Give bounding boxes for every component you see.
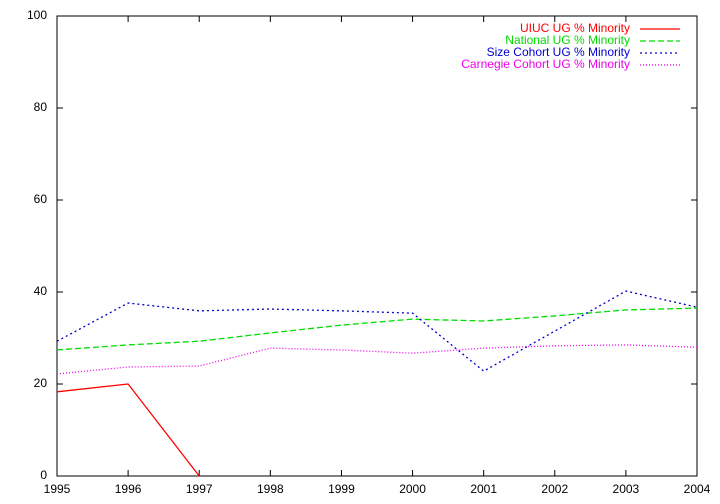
- y-tick-label: 60: [34, 192, 48, 206]
- x-tick-label: 2000: [399, 482, 426, 496]
- x-tick-label: 2001: [470, 482, 497, 496]
- legend-label: Carnegie Cohort UG % Minority: [461, 57, 630, 71]
- series-line: [56, 290, 698, 372]
- series-line: [56, 344, 698, 375]
- x-tick-label: 1998: [257, 482, 284, 496]
- legend-label: Size Cohort UG % Minority: [487, 45, 630, 59]
- y-tick-label: 0: [40, 468, 47, 482]
- x-tick-label: 1995: [44, 482, 71, 496]
- y-tick-label: 80: [34, 100, 48, 114]
- x-tick-label: 2002: [541, 482, 568, 496]
- x-tick-label: 1999: [328, 482, 355, 496]
- y-tick-label: 40: [34, 284, 48, 298]
- y-tick-label: 20: [34, 376, 48, 390]
- x-tick-label: 2003: [613, 482, 640, 496]
- series-line: [56, 383, 200, 477]
- x-tick-label: 2004: [684, 482, 711, 496]
- legend-label: UIUC UG % Minority: [520, 21, 630, 35]
- legend-label: National UG % Minority: [505, 33, 630, 47]
- x-tick-label: 1997: [186, 482, 213, 496]
- plot-frame: [56, 15, 698, 477]
- x-tick-label: 1996: [115, 482, 142, 496]
- y-tick-label: 100: [27, 8, 47, 22]
- series-line: [56, 307, 698, 351]
